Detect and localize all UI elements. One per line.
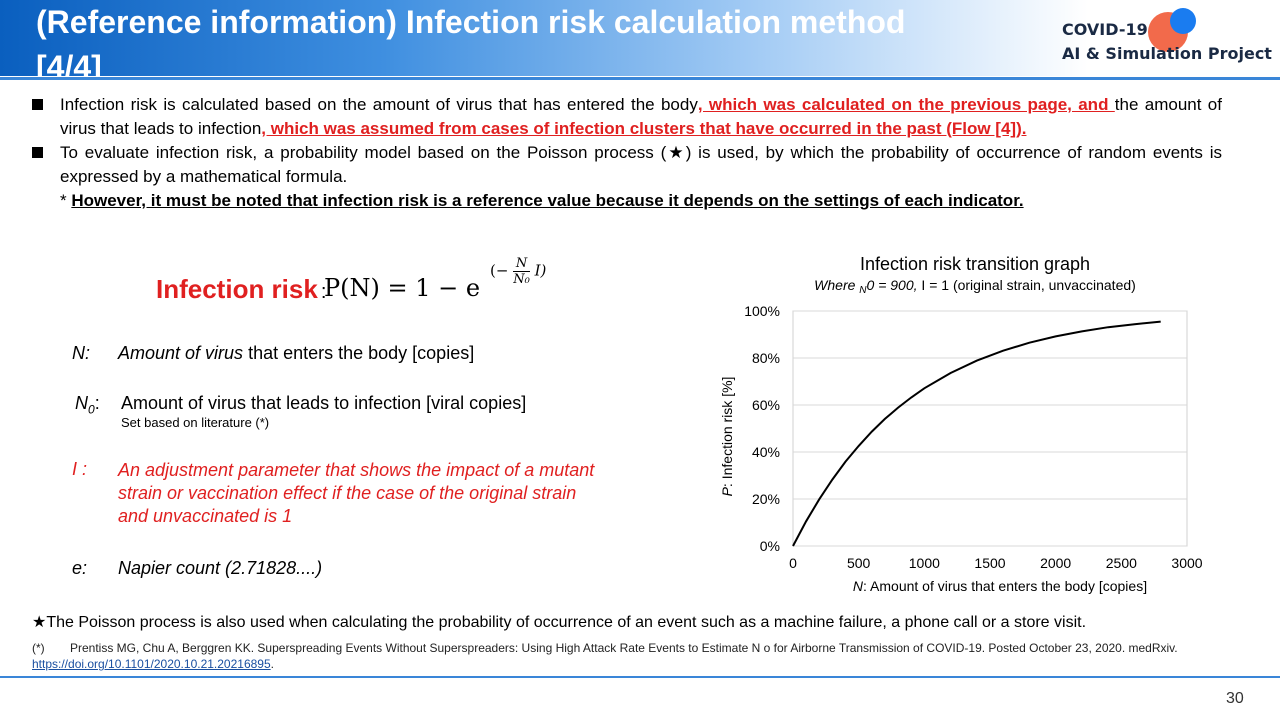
def-e-symbol: e:	[72, 558, 88, 578]
x-tick-label: 3000	[1171, 555, 1202, 571]
bullet-square-icon	[32, 147, 43, 158]
reference: (*) Prentiss MG, Chu A, Berggren KK. Supe…	[32, 640, 1212, 672]
y-tick-label: 80%	[752, 350, 780, 366]
fraction-denominator: N₀	[513, 272, 530, 287]
logo-line-2: AI & Simulation Project	[1062, 44, 1272, 63]
bullet-1-text-b: the amount of virus that leads to infect…	[60, 95, 1222, 138]
x-tick-label: 2000	[1040, 555, 1071, 571]
exponent-fraction: N N₀	[513, 256, 530, 287]
formula-label: Infection risk:	[156, 274, 327, 304]
ref-mark: (*)	[32, 641, 45, 655]
project-logo: COVID-19 AI & Simulation Project	[1060, 8, 1280, 68]
def-n-symbol: N:	[72, 343, 90, 363]
ref-link[interactable]: https://doi.org/10.1101/2020.10.21.20216…	[32, 657, 271, 671]
note-line: * However, it must be noted that infecti…	[32, 189, 1222, 213]
def-n0-symbol: N0:	[75, 393, 100, 417]
bullet-2-text-a: To evaluate infection risk, a probabilit…	[60, 143, 667, 162]
bullet-2: To evaluate infection risk, a probabilit…	[32, 141, 1222, 189]
bullet-1: Infection risk is calculated based on th…	[32, 93, 1222, 141]
def-n0-text: Amount of virus that leads to infection …	[121, 393, 527, 413]
y-tick-label: 0%	[760, 538, 780, 554]
poisson-text: The Poisson process is also used when ca…	[46, 614, 1087, 631]
x-tick-label: 1000	[909, 555, 940, 571]
logo-line-1: COVID-19	[1062, 20, 1148, 39]
exponent-close: I)	[534, 261, 547, 280]
y-tick-label: 20%	[752, 491, 780, 507]
y-tick-label: 40%	[752, 444, 780, 460]
star-icon: ★	[666, 143, 686, 162]
formula-exponent: (− N N₀ I)	[490, 256, 546, 287]
bullet-1-red-b: , which was assumed from cases of infect…	[261, 119, 1027, 138]
chart-subtitle: Where N0 = 900, I = 1 (original strain, …	[814, 277, 1136, 296]
formula-colon: :	[320, 281, 327, 303]
logo-blue-circle	[1170, 8, 1196, 34]
chart-title: Infection risk transition graph	[860, 254, 1090, 274]
star-icon: ★	[32, 614, 47, 631]
infection-risk-chart: Infection risk transition graph Where N0 …	[700, 250, 1220, 600]
poisson-note: ★The Poisson process is also used when c…	[32, 612, 1086, 632]
fraction-numerator: N	[513, 256, 530, 272]
page-title: (Reference information) Infection risk c…	[36, 4, 906, 85]
ref-end: .	[270, 657, 274, 671]
x-tick-label: 1500	[974, 555, 1005, 571]
x-tick-label: 500	[847, 555, 871, 571]
x-tick-label: 0	[789, 555, 797, 571]
bullet-2-text-b: ) is used, by which the probability of o…	[60, 143, 1223, 186]
bullet-square-icon	[32, 99, 43, 110]
footer-divider	[0, 676, 1280, 678]
def-i-symbol: I :	[72, 459, 88, 479]
formula-expression: P(N) = 1 − e	[324, 274, 481, 302]
series-line	[792, 320, 1161, 547]
y-tick-label: 60%	[752, 397, 780, 413]
header-divider	[0, 77, 1280, 80]
header-banner: (Reference information) Infection risk c…	[0, 0, 1280, 85]
bullet-1-text-a: Infection risk is calculated based on th…	[60, 95, 698, 114]
x-axis-label: N: Amount of virus that enters the body …	[853, 578, 1147, 594]
def-n-text: Amount of virus that enters the body [co…	[118, 343, 475, 363]
bullet-1-red-a: , which was calculated on the previous p…	[697, 95, 1115, 114]
note-bold: However, it must be noted that infection…	[71, 191, 1024, 210]
bullet-list: Infection risk is calculated based on th…	[32, 93, 1222, 213]
plot-frame	[792, 310, 1188, 547]
x-tick-label: 2500	[1106, 555, 1137, 571]
def-n0-subtext: Set based on literature (*)	[121, 415, 270, 430]
note-prefix: *	[60, 191, 72, 210]
ref-text: Prentiss MG, Chu A, Berggren KK. Supersp…	[70, 641, 1178, 655]
chart-svg: Infection risk transition graph Where N0 …	[719, 254, 1203, 594]
def-e-text: Napier count (2.71828....)	[118, 558, 323, 578]
y-tick-label: 100%	[744, 303, 780, 319]
exponent-open: (−	[490, 261, 509, 280]
def-i-text: An adjustment parameter that shows the i…	[118, 460, 595, 526]
y-axis-label: P: Infection risk [%]	[719, 377, 735, 497]
page-number: 30	[1226, 690, 1244, 707]
